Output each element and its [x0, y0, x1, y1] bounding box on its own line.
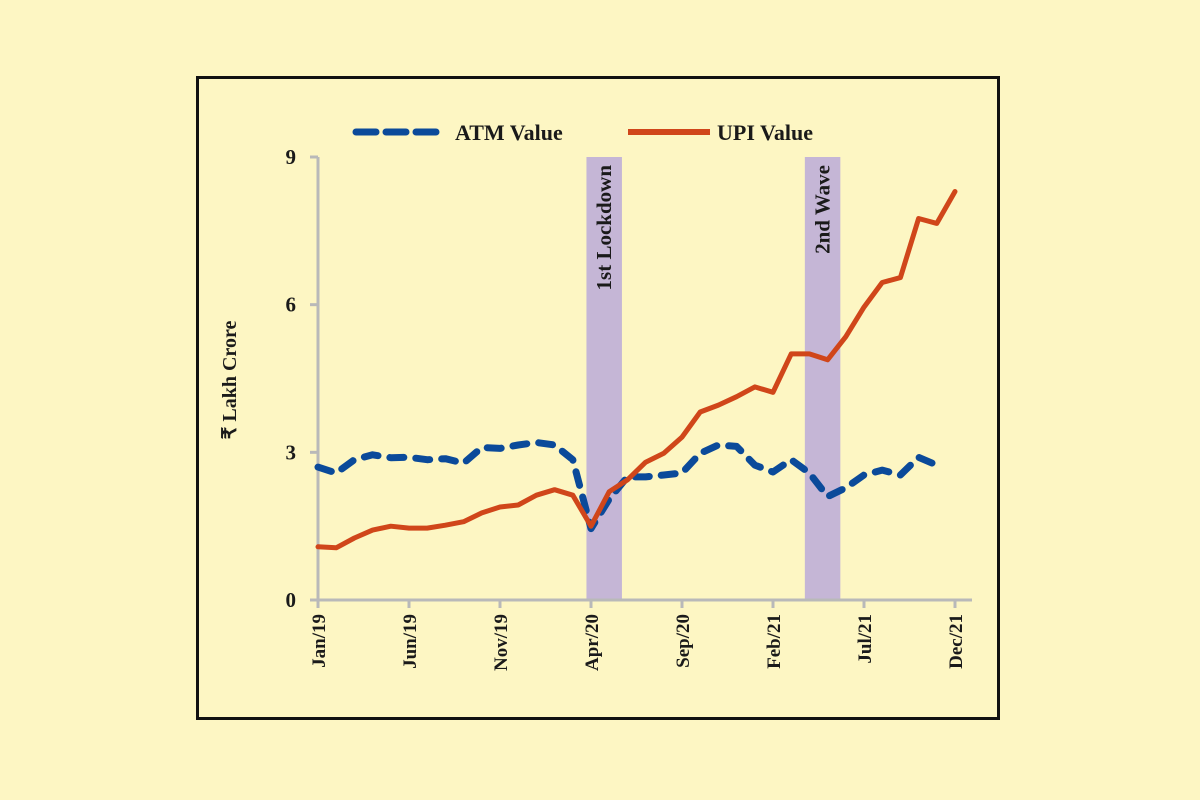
x-tick-label: Jun/19	[400, 614, 421, 669]
chart-frame	[196, 76, 1000, 720]
x-tick-label: Jan/19	[309, 614, 330, 668]
x-tick-label: Sep/20	[673, 614, 694, 668]
y-axis-label: ₹ Lakh Crore	[219, 321, 241, 440]
legend: ATM Value UPI Value	[352, 120, 813, 145]
atm-value-line	[314, 439, 941, 533]
x-tick-label: Nov/19	[491, 614, 512, 671]
x-tick-label: Dec/21	[946, 614, 967, 669]
shaded-band	[804, 157, 841, 600]
band-label: 2nd Wave	[811, 165, 835, 254]
band-label: 1st Lockdown	[592, 165, 616, 291]
y-tick-label: 9	[286, 145, 297, 169]
legend-atm-label: ATM Value	[455, 120, 563, 145]
x-tick-label: Jul/21	[855, 614, 876, 664]
y-tick-label: 3	[286, 440, 297, 464]
y-tick-label: 0	[286, 588, 297, 612]
y-tick-label: 6	[286, 293, 297, 317]
x-tick-label: Apr/20	[582, 614, 603, 671]
upi-value-line	[315, 189, 958, 551]
x-tick-label: Feb/21	[764, 614, 785, 669]
legend-upi-label: UPI Value	[717, 120, 813, 145]
